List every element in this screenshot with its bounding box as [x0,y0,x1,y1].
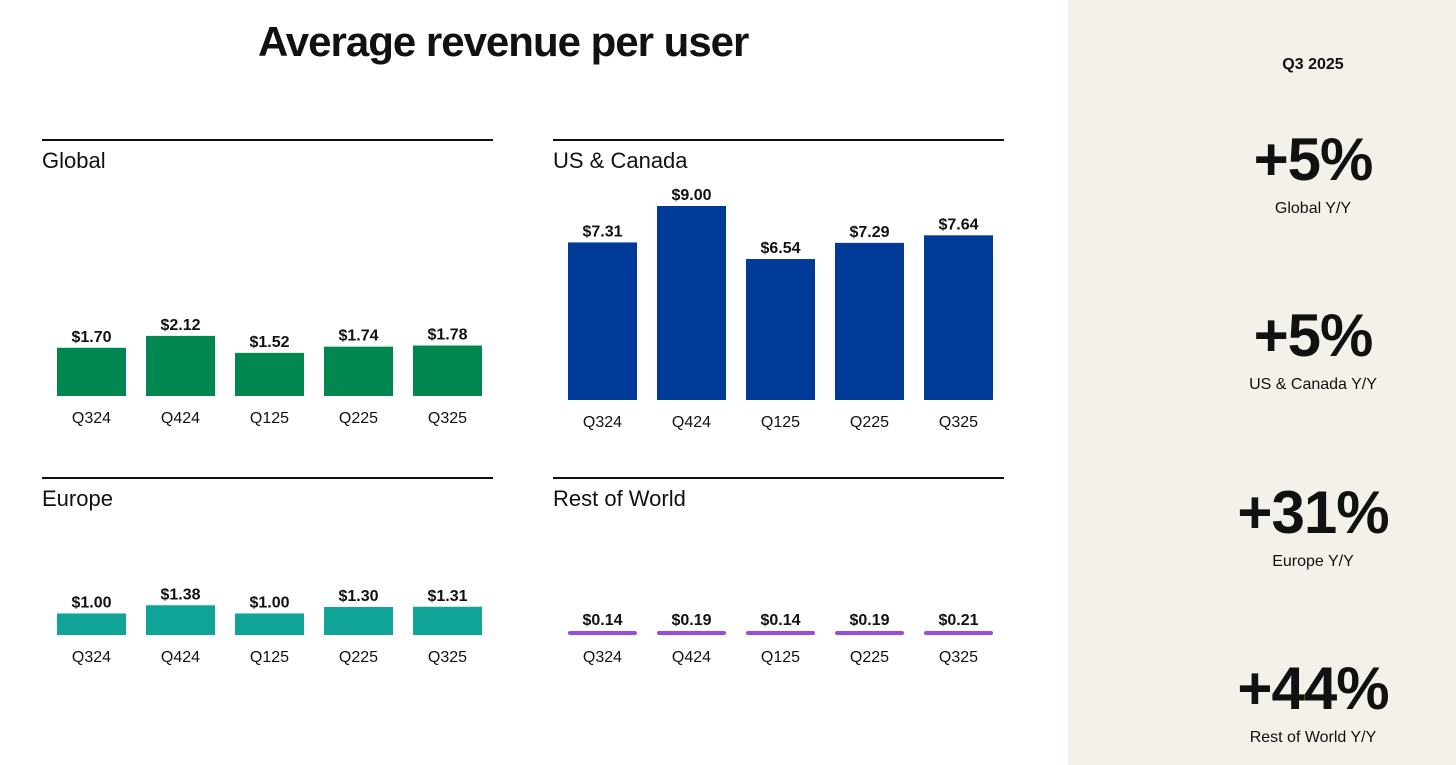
bar-q225 [324,346,393,396]
panel-divider [553,139,1004,141]
category-label: Q325 [428,649,467,666]
bar-q325 [924,235,993,400]
category-label: Q325 [428,410,467,427]
page-title: Average revenue per user [258,18,749,65]
category-label: Q225 [850,649,889,666]
value-label: $9.00 [671,187,711,204]
category-label: Q424 [161,649,200,666]
chart-title: Europe [42,486,113,511]
europe-bar-chart: $1.00 Q324 $1.38 Q424 $1.00 Q125 $1.30 Q225 $1.3… [57,586,482,666]
bar-q225 [324,606,393,635]
value-label: $0.19 [671,612,711,629]
value-label: $7.29 [849,224,889,241]
value-label: $0.19 [849,612,889,629]
category-label: Q325 [939,649,978,666]
bar-q225 [835,631,904,635]
bar-q324 [568,242,637,400]
value-label: $1.52 [249,334,289,351]
value-label: $1.31 [427,588,467,605]
value-label: $7.64 [938,216,978,233]
stat-label: US & Canada Y/Y [1249,376,1377,393]
value-label: $7.31 [582,223,622,240]
category-label: Q225 [850,414,889,431]
chart-title: US & Canada [553,148,688,173]
category-label: Q324 [72,410,111,427]
value-label: $0.14 [760,612,800,629]
value-label: $0.21 [938,612,978,629]
value-label: $1.70 [71,329,111,346]
period-label: Q3 2025 [1282,56,1344,73]
bar-q225 [835,242,904,400]
stat-value: +44% [1237,655,1389,722]
stat-europe: +31% Europe Y/Y [1068,481,1456,571]
category-label: Q225 [339,410,378,427]
rest-of-world-chart-panel: Rest of World $0.14 Q324 $0.19 Q424 $0.14 Q12… [553,477,1004,677]
value-label: $6.54 [760,240,800,257]
stat-label: Global Y/Y [1274,200,1352,217]
bar-q125 [235,613,304,635]
value-label: $1.38 [160,586,200,603]
value-label: $1.78 [427,327,467,344]
us-canada-chart-panel: US & Canada $7.31 Q324 $9.00 Q424 $6.54 Q125 $… [553,139,1004,439]
stat-global: +5% Global Y/Y [1068,128,1456,218]
stat-label: Rest of World Y/Y [1249,729,1377,746]
rest-of-world-bar-chart: $0.14 Q324 $0.19 Q424 $0.14 Q125 $0.19 Q225 $0.2… [568,612,993,666]
global-bar-chart: $1.70 Q324 $2.12 Q424 $1.52 Q125 $1.74 Q225 $1.7… [57,317,482,427]
bar-q324 [568,631,637,635]
bar-q325 [413,606,482,635]
bar-q424 [146,605,215,635]
panel-divider [553,477,1004,479]
bar-q325 [413,345,482,396]
bar-q125 [746,631,815,635]
value-label: $1.30 [338,588,378,605]
bar-q424 [146,335,215,396]
bar-q424 [657,206,726,400]
category-label: Q424 [161,410,200,427]
panel-divider [42,477,493,479]
value-label: $1.00 [71,594,111,611]
value-label: $1.00 [249,594,289,611]
category-label: Q125 [250,410,289,427]
stat-rest-of-world: +44% Rest of World Y/Y [1068,657,1456,747]
category-label: Q324 [583,649,622,666]
bar-q324 [57,613,126,635]
stat-value: +31% [1237,479,1389,546]
category-label: Q424 [672,414,711,431]
stat-value: +5% [1253,126,1374,193]
value-label: $2.12 [160,317,200,334]
category-label: Q125 [250,649,289,666]
bar-q125 [235,352,304,396]
value-label: $1.74 [338,328,378,345]
yoy-summary-sidebar: Q3 2025 +5% Global Y/Y +5% US & Canada Y… [1068,0,1456,765]
category-label: Q324 [72,649,111,666]
bar-q325 [924,631,993,635]
panel-divider [42,139,493,141]
bar-q125 [746,259,815,400]
category-label: Q125 [761,414,800,431]
category-label: Q424 [672,649,711,666]
category-label: Q225 [339,649,378,666]
chart-title: Rest of World [553,486,686,511]
us-canada-bar-chart: $7.31 Q324 $9.00 Q424 $6.54 Q125 $7.29 Q225 $7.6… [568,187,993,431]
category-label: Q325 [939,414,978,431]
bar-q324 [57,347,126,396]
europe-chart-panel: Europe $1.00 Q324 $1.38 Q424 $1.00 Q125 $1.30 Q… [42,477,493,677]
chart-title: Global [42,148,106,173]
stat-value: +5% [1253,302,1374,369]
value-label: $0.14 [582,612,622,629]
stat-us-canada: +5% US & Canada Y/Y [1068,304,1456,394]
global-chart-panel: Global $1.70 Q324 $2.12 Q424 $1.52 Q125 $1.74 Q… [42,139,493,439]
stat-label: Europe Y/Y [1272,553,1354,570]
category-label: Q125 [761,649,800,666]
bar-q424 [657,631,726,635]
category-label: Q324 [583,414,622,431]
